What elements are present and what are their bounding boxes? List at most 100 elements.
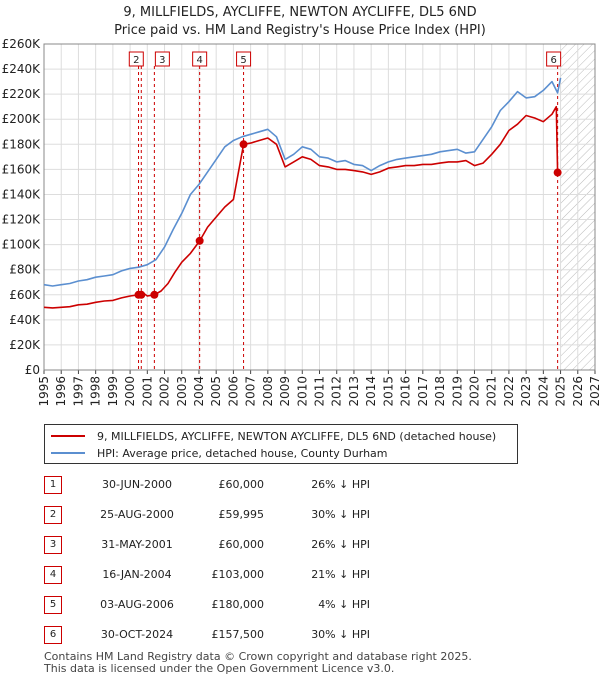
transaction-hpi-diff: 30% ↓ HPI [311, 628, 370, 641]
y-tick-label: £40K [9, 313, 41, 327]
y-tick-label: £160K [2, 162, 42, 176]
y-tick-label: £180K [2, 137, 42, 151]
transaction-box-number: 2 [133, 55, 139, 66]
x-tick-label: 1997 [71, 376, 85, 407]
transaction-number: 3 [44, 536, 62, 554]
transaction-date: 16-JAN-2004 [102, 568, 172, 581]
x-tick-label: 2021 [485, 376, 499, 407]
x-tick-label: 2017 [416, 376, 430, 407]
y-tick-label: £140K [2, 187, 42, 201]
transaction-label-box: 2 [128, 51, 144, 67]
legend: 9, MILLFIELDS, AYCLIFFE, NEWTON AYCLIFFE… [44, 424, 518, 464]
transaction-box-number: 3 [159, 55, 165, 66]
x-tick-label: 2010 [295, 376, 309, 407]
transaction-hpi-diff: 21% ↓ HPI [311, 568, 370, 581]
transaction-box-number: 5 [240, 55, 246, 66]
transaction-box [236, 51, 252, 67]
x-tick-label: 2016 [399, 376, 413, 407]
transaction-date: 25-AUG-2000 [100, 508, 174, 521]
footer-copyright: Contains HM Land Registry data © Crown c… [44, 650, 472, 663]
transaction-label-box: 5 [236, 51, 252, 67]
x-tick-label: 2012 [330, 376, 344, 407]
x-tick-label: 2019 [450, 376, 464, 407]
y-tick-label: £100K [2, 238, 42, 252]
transaction-row: 5 03-AUG-2006 £180,000 4% ↓ HPI [44, 596, 424, 614]
transaction-row: 3 31-MAY-2001 £60,000 26% ↓ HPI [44, 536, 424, 554]
transaction-price: £157,500 [211, 628, 265, 641]
transaction-box-number: 6 [550, 55, 556, 66]
legend-item-price-paid: 9, MILLFIELDS, AYCLIFFE, NEWTON AYCLIFFE… [51, 428, 496, 444]
x-tick-label: 2005 [209, 376, 223, 407]
legend-swatch-price-paid [51, 435, 85, 437]
x-tick-label: 2011 [313, 376, 327, 407]
hpi-series-line [43, 77, 562, 287]
transaction-box [192, 51, 208, 67]
x-tick-label: 2026 [571, 376, 585, 407]
chart-title-line1: 9, MILLFIELDS, AYCLIFFE, NEWTON AYCLIFFE… [123, 5, 477, 20]
transaction-hpi-diff: 30% ↓ HPI [311, 508, 370, 521]
x-tick-label: 2000 [123, 376, 137, 407]
x-tick-label: 2008 [261, 376, 275, 407]
y-tick-label: £260K [2, 37, 42, 51]
x-tick-label: 1999 [106, 376, 120, 407]
transaction-label-box: 3 [154, 51, 170, 67]
transaction-box [154, 51, 170, 67]
transaction-hpi-diff: 4% ↓ HPI [318, 598, 370, 611]
x-tick-label: 2025 [554, 376, 568, 407]
transaction-number: 2 [44, 506, 62, 524]
x-tick-label: 2001 [140, 376, 154, 407]
transaction-row: 4 16-JAN-2004 £103,000 21% ↓ HPI [44, 566, 424, 584]
plot-frame [43, 43, 596, 371]
x-tick-label: 2015 [381, 376, 395, 407]
chart-title: 9, MILLFIELDS, AYCLIFFE, NEWTON AYCLIFFE… [0, 4, 600, 40]
transaction-price: £60,000 [218, 538, 265, 551]
transaction-point [553, 168, 562, 177]
transaction-row: 2 25-AUG-2000 £59,995 30% ↓ HPI [44, 506, 424, 524]
transaction-price: £103,000 [211, 568, 265, 581]
x-tick-label: 2006 [226, 376, 240, 407]
transaction-price: £180,000 [211, 598, 265, 611]
transaction-number: 5 [44, 596, 62, 614]
x-tick-label: 1996 [54, 376, 68, 407]
x-tick-label: 2009 [278, 376, 292, 407]
y-tick-label: £80K [9, 263, 41, 277]
y-tick-label: £20K [9, 338, 41, 352]
transaction-date: 30-OCT-2024 [100, 628, 174, 641]
transaction-row: 1 30-JUN-2000 £60,000 26% ↓ HPI [44, 476, 424, 494]
transaction-date: 31-MAY-2001 [101, 538, 173, 551]
legend-swatch-hpi [51, 452, 85, 454]
y-tick-label: £200K [2, 112, 42, 126]
x-tick-label: 2023 [519, 376, 533, 407]
transaction-box [128, 51, 144, 67]
transaction-price: £59,995 [218, 508, 265, 521]
transaction-number: 4 [44, 566, 62, 584]
x-tick-label: 2022 [502, 376, 516, 407]
chart-title-line2: Price paid vs. HM Land Registry's House … [114, 23, 486, 38]
legend-label-hpi: HPI: Average price, detached house, Coun… [97, 446, 388, 460]
transaction-label-box: 4 [192, 51, 208, 67]
transaction-point [195, 236, 204, 245]
x-tick-label: 2014 [364, 376, 378, 407]
x-tick-label: 2002 [158, 376, 172, 407]
x-tick-label: 2018 [433, 376, 447, 407]
y-tick-label: £240K [2, 62, 42, 76]
legend-label-price-paid: 9, MILLFIELDS, AYCLIFFE, NEWTON AYCLIFFE… [97, 429, 497, 443]
y-tick-label: £120K [2, 213, 42, 227]
transaction-box [546, 51, 562, 67]
x-tick-label: 2024 [536, 376, 550, 407]
x-tick-label: 1995 [37, 376, 51, 407]
transaction-row: 6 30-OCT-2024 £157,500 30% ↓ HPI [44, 626, 424, 644]
transaction-label-box: 6 [546, 51, 562, 67]
transaction-date: 30-JUN-2000 [101, 478, 173, 491]
transaction-point [137, 290, 146, 299]
transaction-hpi-diff: 26% ↓ HPI [311, 478, 370, 491]
x-tick-label: 2013 [347, 376, 361, 407]
transaction-price: £60,000 [218, 478, 265, 491]
price-chart: £0 £20K £40K £60K £80K £100K £120K £140K £160K £1… [2, 37, 600, 407]
transaction-hpi-diff: 26% ↓ HPI [311, 538, 370, 551]
x-tick-label: 2003 [175, 376, 189, 407]
x-tick-label: 2007 [244, 376, 258, 407]
legend-item-hpi: HPI: Average price, detached house, Coun… [51, 445, 388, 461]
transaction-box-number: 4 [196, 55, 202, 66]
x-tick-label: 2027 [588, 376, 600, 407]
